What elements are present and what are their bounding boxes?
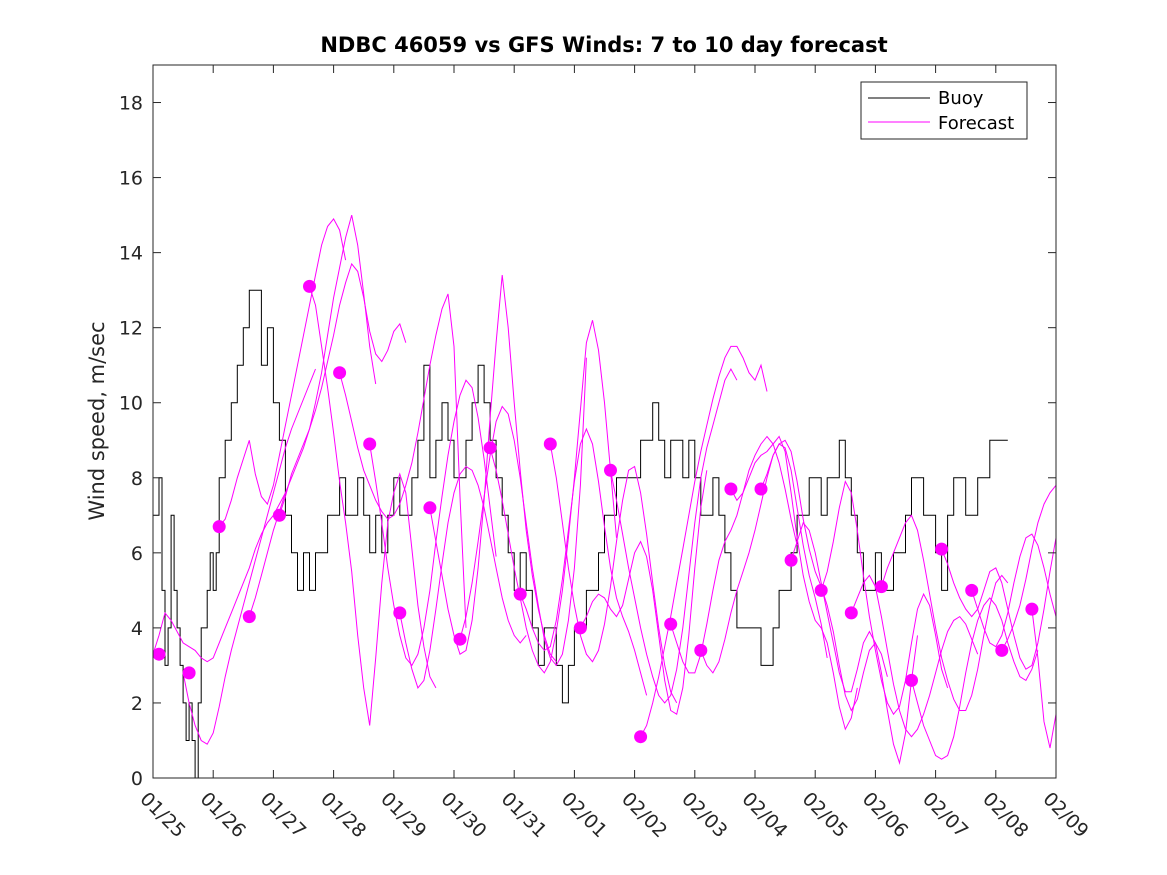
forecast-marker [573,621,587,635]
forecast-marker [212,520,226,534]
forecast-run-line-22 [790,521,918,765]
forecast-marker [182,666,196,680]
legend-forecast-label: Forecast [938,113,1014,134]
legend: Buoy Forecast [860,81,1028,140]
forecast-run-line-17 [640,345,768,737]
forecast-run-line-20 [730,435,858,731]
y-tick-label: 2 [131,693,143,715]
forecast-run-line-30 [1031,609,1057,749]
forecast-marker [664,617,678,631]
forecast-marker [634,730,648,744]
plot-area [153,65,1056,778]
forecast-run-line-6 [309,286,437,726]
plot-frame [152,64,1057,779]
forecast-run-line-24 [850,574,979,738]
forecast-run-line-13 [519,427,648,696]
y-tick-label: 14 [119,243,143,265]
forecast-marker [152,647,166,661]
y-tick-label: 12 [119,318,143,340]
forecast-marker [272,508,286,522]
forecast-marker [513,587,527,601]
y-tick-label: 16 [119,168,143,190]
forecast-marker [694,643,708,657]
forecast-run-line-16 [610,367,738,704]
forecast-marker [242,610,256,624]
forecast-marker [844,606,858,620]
forecast-marker [333,366,347,380]
forecast-run-line-3 [218,217,347,527]
y-tick-label: 6 [131,543,143,565]
data-layer [152,214,1057,779]
forecast-run-line-14 [549,443,678,704]
forecast-marker [784,553,798,567]
forecast-marker [905,673,918,687]
forecast-run-line-29 [1001,484,1057,651]
forecast-marker [874,580,888,594]
forecast-run-line-8 [369,379,497,667]
y-tick-label: 10 [119,393,143,415]
y-tick-label: 0 [131,768,143,790]
forecast-run-line-15 [579,470,708,715]
forecast-run-line-7 [339,293,467,628]
forecast-run-line-28 [971,533,1057,648]
forecast-marker [724,482,738,496]
forecast-run-line-12 [489,320,617,674]
forecast-marker [604,463,617,477]
forecast-run-line-4 [248,214,377,617]
forecast-run-line-23 [820,480,949,716]
forecast-marker [814,583,828,597]
y-tick-label: 4 [131,618,143,640]
forecast-run-line-11 [459,357,587,667]
forecast-marker [303,279,316,293]
forecast-marker [453,632,467,646]
forecast-marker [965,583,979,597]
y-tick-label: 18 [119,93,143,115]
forecast-marker [363,437,377,451]
forecast-run-line-2 [182,368,316,745]
forecast-marker [754,482,768,496]
y-tick-label: 8 [131,468,143,490]
forecast-run-line-10 [429,275,557,663]
forecast-run-line-5 [278,262,407,516]
forecast-run-line-26 [911,597,1039,760]
forecast-run-line-18 [670,435,798,674]
legend-buoy-label: Buoy [938,88,984,109]
forecast-marker [483,441,497,455]
forecast-marker [543,437,557,451]
legend-box [860,81,1028,140]
forecast-marker [1025,602,1039,616]
forecast-run-line-25 [880,514,1009,711]
forecast-run-line-9 [399,465,527,689]
chart-title: NDBC 46059 vs GFS Winds: 7 to 10 day for… [320,33,887,57]
forecast-marker [393,606,407,620]
y-axis-label: Wind speed, m/sec [85,321,109,520]
forecast-marker [995,643,1009,657]
forecast-marker [423,501,437,515]
forecast-marker [935,542,949,556]
